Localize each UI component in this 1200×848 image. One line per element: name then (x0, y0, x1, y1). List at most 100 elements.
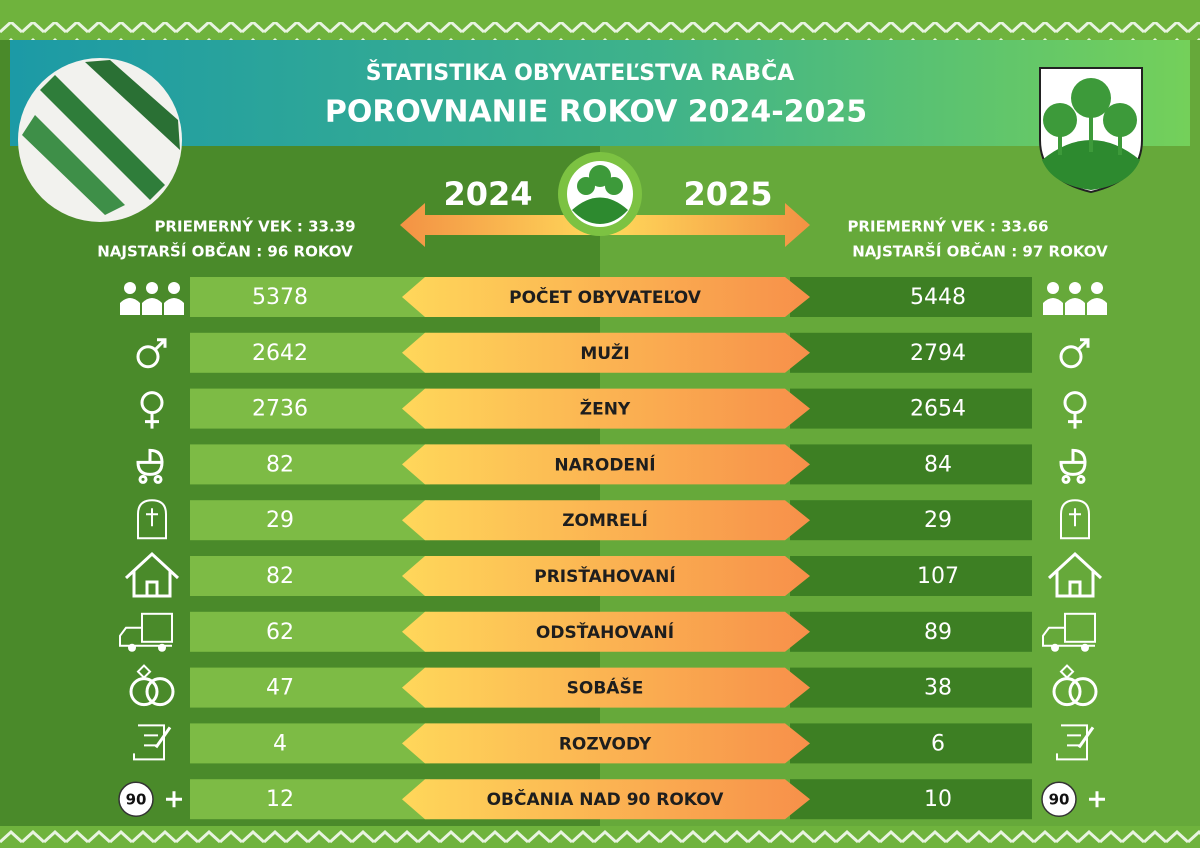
icon-part (1047, 282, 1059, 294)
row-label: ŽENY (580, 398, 631, 420)
icon-part (1059, 664, 1075, 680)
year-right: 2025 (683, 175, 772, 213)
icon-part (136, 664, 152, 680)
ribbon-image (18, 58, 182, 222)
icon-part (1076, 474, 1086, 484)
bottom-border (0, 826, 1200, 848)
row-icon: 90 (1041, 781, 1105, 817)
header-band (10, 40, 1190, 146)
icon-part (1081, 643, 1089, 652)
icon-part (1059, 448, 1087, 476)
icon-part (1076, 338, 1090, 351)
value-2024: 82 (266, 564, 294, 589)
left-value-box (190, 277, 430, 317)
icon-part (1089, 791, 1105, 808)
row-label: SOBÁŠE (567, 677, 644, 699)
row-icon (137, 499, 167, 540)
age-badge: 90 (126, 791, 147, 809)
label-banner (402, 444, 810, 485)
row-icon (1042, 612, 1096, 652)
left-info: NAJSTARŠÍ OBČAN : 96 ROKOV (97, 242, 353, 261)
coat-of-arms (1039, 67, 1143, 194)
value-2024: 2736 (252, 397, 308, 422)
value-2025: 89 (924, 620, 952, 645)
row-icon (124, 551, 180, 598)
row-icon (1059, 338, 1090, 369)
row-label: PRISŤAHOVANÍ (534, 565, 676, 587)
icon-part (153, 338, 167, 351)
icon-part (153, 474, 163, 484)
label-banner (402, 779, 810, 820)
row-label: POČET OBYVATEĽOV (509, 286, 702, 308)
icon-part (1077, 726, 1095, 749)
value-2024: 4 (273, 731, 287, 756)
value-2025: 84 (924, 452, 952, 477)
emblem (558, 152, 642, 236)
label-banner (402, 388, 810, 429)
age-badge: 90 (1049, 791, 1070, 809)
label-banner (402, 556, 810, 596)
icon-part (146, 282, 158, 294)
label-banner (402, 611, 810, 652)
row-icon (1056, 724, 1095, 761)
icon-part (128, 643, 136, 652)
right-value-box (790, 444, 1032, 485)
right-value-box (790, 332, 1032, 373)
icon-part (145, 677, 175, 707)
value-2025: 2794 (910, 341, 966, 366)
row-icon (1052, 664, 1098, 707)
row-icon: 90 (118, 781, 182, 817)
subtitle: POROVNANIE ROKOV 2024-2025 (325, 95, 867, 130)
left-info: PRIEMERNÝ VEK : 33.39 (154, 217, 355, 236)
icon-part (136, 448, 164, 476)
icon-part (154, 726, 172, 749)
value-2024: 2642 (252, 341, 308, 366)
right-value-box (790, 556, 1032, 596)
icon-part (1087, 298, 1107, 315)
value-2024: 62 (266, 620, 294, 645)
row-icon (133, 724, 172, 761)
value-2024: 12 (266, 787, 294, 812)
icon-part (137, 499, 167, 540)
icon-part (1047, 551, 1103, 598)
row-label: NARODENÍ (554, 453, 655, 475)
row-label: MUŽI (580, 342, 629, 364)
value-2025: 29 (924, 508, 952, 533)
icon-part (120, 298, 140, 315)
left-value-box (190, 332, 430, 373)
icon-part (1051, 643, 1059, 652)
label-banner (402, 723, 810, 764)
icon-part (158, 643, 166, 652)
row-icon (136, 448, 164, 484)
value-2025: 10 (924, 787, 952, 812)
top-border (0, 22, 1200, 40)
icon-part (166, 791, 182, 808)
right-value-box (790, 500, 1032, 541)
left-value-box (190, 444, 430, 485)
value-2024: 5378 (252, 285, 308, 310)
icon-part (138, 474, 148, 484)
row-icon (1043, 282, 1107, 315)
icon-part (168, 282, 180, 294)
row-icon (140, 391, 164, 429)
right-value-box (790, 277, 1032, 317)
left-value-box (190, 779, 430, 820)
icon-part (124, 282, 136, 294)
icon-part (145, 412, 159, 429)
icon-part (1091, 282, 1103, 294)
icon-part (1065, 298, 1085, 315)
icon-part (142, 298, 162, 315)
label-banner (402, 667, 810, 708)
left-value-box (190, 667, 430, 708)
icon-part (1061, 474, 1071, 484)
right-info: NAJSTARŠÍ OBČAN : 97 ROKOV (852, 242, 1108, 261)
right-value-box (790, 723, 1032, 764)
row-label: ODSŤAHOVANÍ (536, 621, 674, 643)
icon-part (1041, 781, 1077, 817)
row-icon (1047, 551, 1103, 598)
row-label: OBČANIA NAD 90 ROKOV (487, 788, 725, 810)
icon-part (164, 298, 184, 315)
icon-part (118, 781, 154, 817)
